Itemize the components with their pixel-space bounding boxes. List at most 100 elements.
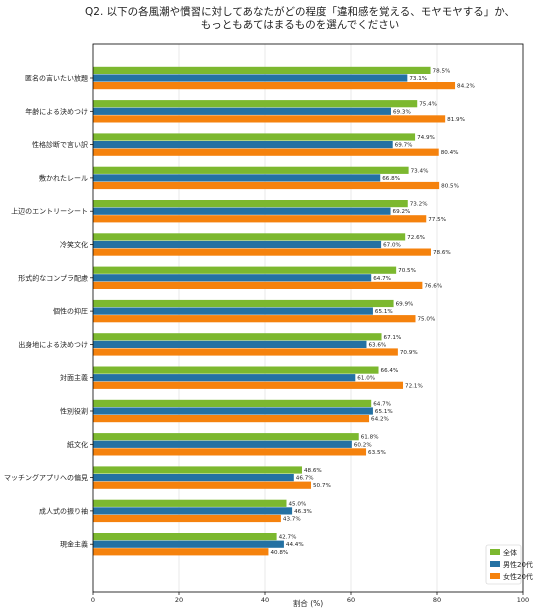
bar-value-label: 74.9% [417,135,435,141]
bar-all [93,100,418,108]
bar-all [93,333,382,341]
bar-male20s [93,107,391,115]
bar-all [93,266,397,274]
x-axis-title: 割合 (%) [293,598,323,608]
bar-all [93,433,359,441]
legend-label-all: 全体 [503,548,517,557]
bar-male20s [93,440,352,448]
bar-value-label: 42.7% [279,535,297,541]
x-tick-label: 80 [433,596,441,604]
bar-value-label: 61.8% [361,435,379,441]
bar-female20s [93,381,404,389]
bar-male20s [93,174,381,182]
category-label: 匿名の言いたい放題 [25,74,88,83]
bar-value-label: 66.4% [381,368,399,374]
bar-value-label: 65.1% [375,409,393,415]
bar-male20s [93,540,284,548]
bar-female20s [93,281,423,289]
bar-value-label: 40.8% [270,550,288,556]
bar-value-label: 72.6% [407,235,425,241]
bar-value-label: 45.0% [289,501,307,507]
bar-male20s [93,207,391,215]
bar-all [93,233,406,241]
x-tick-label: 100 [517,596,529,604]
bar-value-label: 69.2% [393,209,411,215]
bar-male20s [93,274,372,282]
bar-female20s [93,315,416,323]
bar-male20s [93,374,356,382]
bar-value-label: 78.5% [433,68,451,74]
category-label: マッチングアプリへの偏見 [4,473,88,482]
bar-all [93,399,372,407]
bar-all [93,299,394,308]
category-label: 対面主義 [60,373,88,382]
bar-male20s [93,507,293,515]
bar-value-label: 75.0% [418,317,436,323]
bar-female20s [93,215,427,223]
bar-value-label: 67.1% [384,335,402,341]
chart-title-line-1: Q2. 以下の各風潮や慣習に対してあなたがどの程度「違和感を覚える、モヤモヤする… [85,5,515,18]
bar-value-label: 61.0% [357,376,375,382]
bar-male20s [93,141,393,149]
chart-title: Q2. 以下の各風潮や慣習に対してあなたがどの程度「違和感を覚える、モヤモヤする… [85,5,515,31]
bar-value-label: 75.4% [419,102,437,108]
bar-value-label: 43.7% [283,517,301,523]
plot-frame [92,43,524,593]
bar-female20s [93,481,312,489]
bar-all [93,200,408,208]
bar-female20s [93,181,440,190]
bar-female20s [93,148,439,156]
chart-title-line-2: もっともあてはまるものを選んでください [201,18,400,31]
x-tick-label: 60 [347,596,355,604]
bar-all [93,366,379,374]
bar-value-label: 73.1% [409,76,427,82]
bar-all [93,66,431,74]
bar-value-label: 77.5% [428,217,446,223]
legend-swatch-female20s [490,573,500,579]
bar-female20s [93,415,370,423]
category-label: 紙文化 [67,440,88,449]
legend-label-male20s: 男性20代 [503,560,533,569]
bar-male20s [93,240,382,249]
category-label: 性別役割 [60,407,88,416]
bar-value-label: 69.3% [393,109,411,115]
bar-value-label: 46.7% [296,476,314,482]
bar-value-label: 70.5% [398,268,416,274]
bar-female20s [93,448,367,456]
bar-value-label: 64.7% [373,276,391,282]
bar-female20s [93,115,446,123]
bar-value-label: 67.0% [383,243,401,249]
legend: 全体 男性20代 女性20代 [485,544,533,585]
bar-all [93,166,409,174]
bar-all [93,499,287,507]
bar-female20s [93,548,269,556]
category-label: 性格診断で言い訳 [32,140,88,149]
bar-value-label: 84.2% [457,84,475,90]
bar-all [93,533,277,541]
bar-male20s [93,307,373,315]
bar-value-label: 80.4% [441,150,459,156]
category-labels: 匿名の言いたい放題年齢による決めつけ性格診断で言い訳敷かれたレール上辺のエントリ… [4,74,93,549]
bar-value-label: 81.9% [447,117,465,123]
bar-value-label: 70.9% [400,350,418,356]
bar-value-label: 44.4% [286,542,304,548]
bar-female20s [93,82,456,90]
x-tick-labels: 0 20 40 60 80 100 [91,592,529,604]
category-label: 形式的なコンプラ配慮 [18,273,88,282]
bar-value-label: 46.3% [294,509,312,515]
bar-male20s [93,74,408,82]
bar-female20s [93,514,281,523]
category-label: 上辺のエントリーシート [11,207,88,216]
bars [93,66,456,556]
bar-value-label: 72.1% [405,383,423,389]
bar-value-label: 65.1% [375,309,393,315]
category-label: 出身地による決めつけ [18,340,88,349]
category-label: 冷笑文化 [60,240,88,249]
bar-value-label: 69.9% [396,302,414,308]
bar-male20s [93,340,367,348]
x-tick-label: 0 [91,596,95,604]
category-label: 現金主義 [60,540,88,549]
bar-value-label: 78.6% [433,250,451,256]
value-labels: 78.5% 73.1% 84.2% 75.4% 69.3% 81.9% 74.9% 69.7%… [270,68,474,555]
